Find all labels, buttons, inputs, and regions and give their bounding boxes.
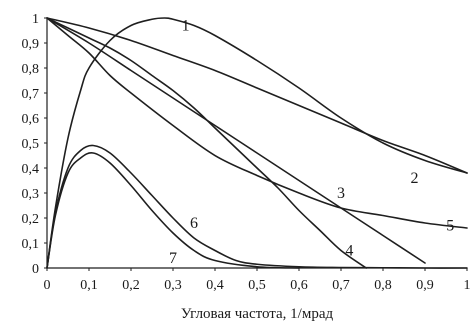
series-label-5: 5 bbox=[446, 218, 454, 235]
y-tick-label: 1 bbox=[32, 12, 39, 27]
y-tick-label: 0 bbox=[32, 262, 39, 277]
series-label-6: 6 bbox=[190, 215, 198, 232]
x-tick-label: 0,3 bbox=[164, 278, 182, 293]
series-line-6 bbox=[46, 144, 468, 269]
series-labels: 1 2 3 4 5 6 7 bbox=[169, 18, 454, 268]
x-tick-label: 0,8 bbox=[374, 278, 392, 293]
x-tick-label: 0,5 bbox=[248, 278, 266, 293]
x-tick-label: 0,9 bbox=[416, 278, 434, 293]
y-tick-label: 0,3 bbox=[22, 187, 40, 202]
series-line-5 bbox=[46, 17, 468, 229]
series-label-3: 3 bbox=[337, 185, 345, 202]
y-tick-label: 0,7 bbox=[22, 87, 40, 102]
y-tick-label: 0,9 bbox=[22, 37, 40, 52]
x-tick-label: 0,6 bbox=[290, 278, 308, 293]
series-label-2: 2 bbox=[411, 170, 419, 187]
y-tick-label: 0,2 bbox=[22, 212, 40, 227]
y-tick-label: 0,8 bbox=[22, 62, 40, 77]
chart-axes bbox=[46, 18, 467, 269]
x-tick-label: 0,4 bbox=[206, 278, 224, 293]
x-axis-ticks: 0 0,1 0,2 0,3 0,4 0,5 0,6 0,7 0,8 0,9 1 bbox=[44, 268, 470, 293]
series-label-1: 1 bbox=[182, 18, 190, 35]
x-tick-label: 0,2 bbox=[122, 278, 140, 293]
series-line-3 bbox=[46, 17, 426, 264]
series-label-7: 7 bbox=[169, 250, 177, 267]
series-line-7 bbox=[46, 152, 300, 269]
series-label-4: 4 bbox=[345, 243, 353, 260]
x-tick-label: 0 bbox=[44, 278, 51, 293]
y-tick-label: 0,5 bbox=[22, 137, 40, 152]
chart-series bbox=[46, 17, 468, 269]
y-axis-ticks: 0 0,1 0,2 0,3 0,4 0,5 0,6 0,7 0,8 0,9 1 bbox=[22, 12, 47, 277]
x-axis-title: Угловая частота, 1/мрад bbox=[181, 306, 334, 322]
x-tick-label: 0,7 bbox=[332, 278, 350, 293]
y-tick-label: 0,4 bbox=[22, 162, 40, 177]
x-tick-label: 0,1 bbox=[80, 278, 98, 293]
series-line-1 bbox=[46, 17, 468, 269]
y-tick-label: 0,6 bbox=[22, 112, 40, 127]
series-line-4 bbox=[46, 17, 367, 269]
x-tick-label: 1 bbox=[464, 278, 470, 293]
y-tick-label: 0,1 bbox=[22, 237, 40, 252]
series-line-2 bbox=[46, 17, 468, 174]
